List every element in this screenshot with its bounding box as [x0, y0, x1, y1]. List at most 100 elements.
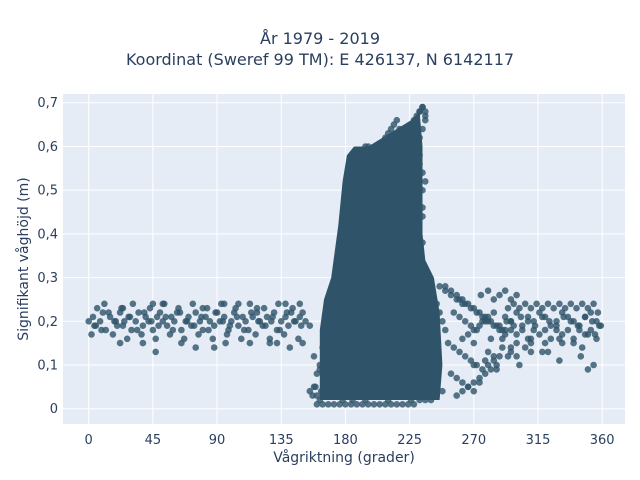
data-point — [517, 313, 525, 321]
data-point — [276, 326, 284, 334]
data-point — [504, 304, 512, 312]
data-point — [507, 344, 515, 351]
dense-point-cluster — [319, 111, 443, 400]
data-point — [590, 300, 597, 308]
data-point — [141, 309, 148, 316]
data-point — [513, 339, 520, 347]
data-point — [459, 379, 466, 386]
data-point — [119, 322, 127, 330]
data-point — [513, 353, 520, 360]
data-point — [129, 300, 137, 308]
data-point — [330, 401, 338, 408]
data-point — [222, 339, 229, 347]
data-point — [263, 313, 271, 321]
data-point — [567, 318, 575, 325]
data-point — [499, 344, 506, 351]
data-point — [128, 326, 135, 334]
data-point — [513, 331, 520, 338]
data-point — [246, 339, 254, 347]
data-point — [503, 318, 510, 325]
data-point — [297, 322, 305, 330]
data-point — [119, 304, 127, 312]
x-axis-title: Vågriktning (grader) — [273, 449, 415, 466]
data-point — [487, 335, 495, 343]
data-point — [171, 318, 178, 325]
data-point — [476, 322, 483, 330]
y-tick-label: 0,3 — [37, 271, 58, 286]
data-point — [584, 331, 592, 338]
data-point — [516, 304, 523, 312]
data-point — [289, 304, 296, 312]
data-point — [578, 344, 586, 351]
data-point — [597, 322, 605, 330]
data-point — [275, 300, 282, 308]
data-point — [539, 304, 546, 312]
data-point — [584, 304, 592, 312]
chart-title: År 1979 - 2019 Koordinat (Sweref 99 TM):… — [0, 28, 640, 70]
data-point — [459, 387, 466, 395]
data-point — [148, 318, 155, 325]
data-point — [439, 318, 446, 325]
data-point — [283, 309, 291, 316]
data-point — [442, 326, 449, 334]
data-point — [490, 296, 498, 303]
data-point — [496, 291, 503, 299]
data-point — [481, 370, 489, 378]
data-point — [422, 116, 429, 124]
data-point — [192, 309, 199, 316]
data-point — [461, 318, 469, 325]
data-point — [149, 300, 157, 308]
data-point — [235, 300, 242, 308]
data-point — [295, 335, 302, 343]
data-point — [198, 313, 205, 321]
data-point — [527, 348, 535, 356]
data-point — [96, 318, 104, 325]
data-point — [139, 322, 147, 330]
data-point — [453, 296, 461, 303]
data-point — [302, 318, 309, 325]
x-tick-label: 315 — [526, 433, 551, 448]
data-point — [524, 318, 532, 325]
data-point — [490, 353, 498, 360]
data-point — [155, 322, 162, 330]
data-point — [484, 287, 492, 295]
data-point — [487, 366, 495, 373]
data-point — [219, 318, 227, 325]
data-point — [521, 300, 529, 308]
data-point — [490, 309, 498, 316]
data-point — [212, 309, 219, 316]
data-point — [541, 339, 549, 347]
data-point — [558, 339, 566, 347]
data-point — [149, 326, 157, 334]
data-point — [135, 309, 142, 316]
data-point — [459, 300, 466, 308]
data-point — [573, 304, 580, 312]
data-point — [266, 339, 274, 347]
data-point — [442, 287, 449, 295]
data-point — [527, 304, 535, 312]
data-point — [470, 379, 478, 386]
data-points — [85, 103, 605, 408]
data-point — [199, 304, 207, 312]
data-point — [210, 344, 218, 351]
data-point — [242, 318, 249, 325]
data-point — [588, 318, 596, 325]
x-tick-label: 270 — [461, 433, 486, 448]
data-point — [253, 304, 261, 312]
data-point — [553, 322, 560, 330]
chart-title-line-1: År 1979 - 2019 — [260, 29, 380, 48]
data-point — [233, 313, 241, 321]
data-point — [393, 401, 401, 408]
data-point — [189, 300, 197, 308]
data-point — [464, 331, 472, 338]
data-point — [85, 318, 92, 325]
data-point — [255, 318, 262, 325]
data-point — [481, 357, 489, 364]
x-axis-ticks: 0 45 90 135 180 225 270 315 360 — [85, 433, 615, 448]
data-point — [439, 387, 446, 395]
data-point — [501, 287, 509, 295]
data-point — [277, 318, 285, 325]
data-point — [285, 322, 292, 330]
data-point — [521, 344, 529, 351]
data-point — [578, 300, 586, 308]
